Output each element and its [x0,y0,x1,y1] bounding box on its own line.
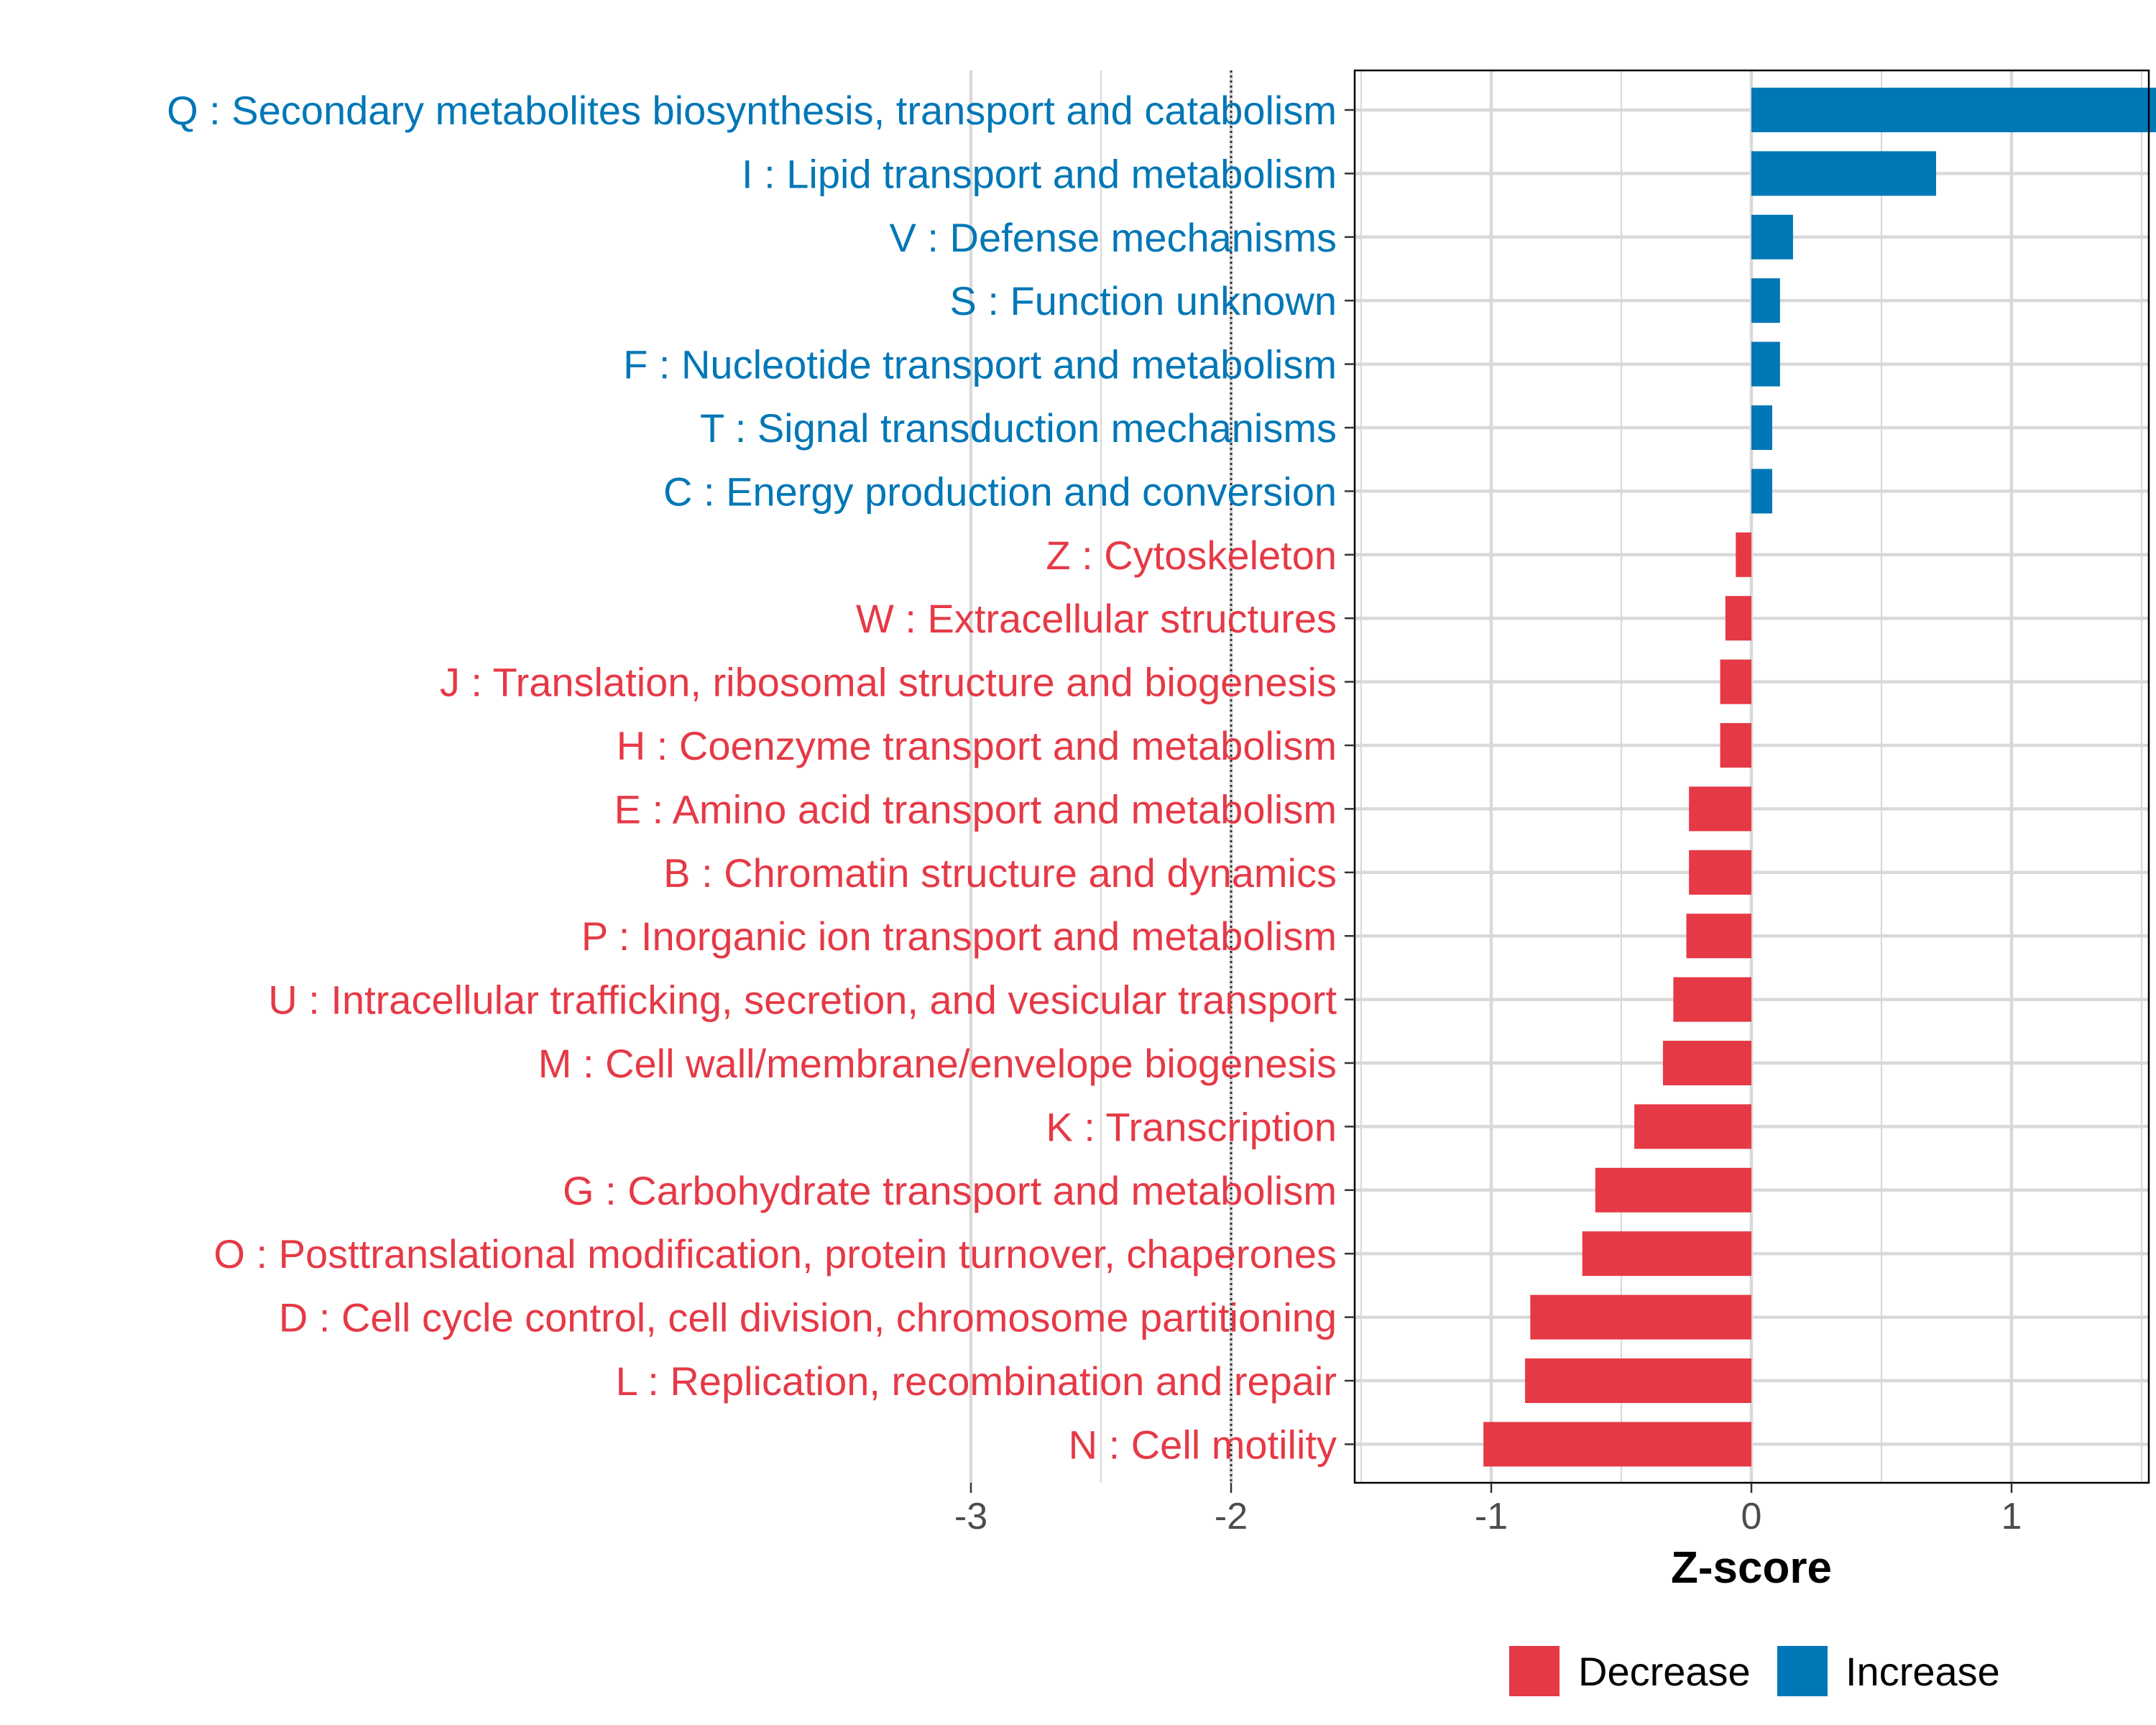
y-tick-label: Q : Secondary metabolites biosynthesis, … [167,88,1337,133]
bar [1751,278,1780,323]
legend-label: Increase [1846,1649,2000,1694]
bar [1736,532,1751,577]
bar [1582,1231,1751,1276]
bar [1725,596,1751,641]
reference-lines [1230,70,1233,1483]
legend-label: Decrease [1578,1649,1751,1694]
legend-swatch [1509,1646,1560,1696]
bar [1751,469,1772,514]
bar [1525,1358,1751,1403]
x-tick-label: -2 [1215,1496,1248,1537]
y-tick-label: E : Amino acid transport and metabolism [614,786,1337,832]
y-tick-label: F : Nucleotide transport and metabolism [623,342,1337,387]
y-tick-label: N : Cell motility [1069,1422,1337,1467]
y-tick-label: S : Function unknown [949,278,1337,323]
x-tick-label: -3 [954,1496,987,1537]
y-tick-label: K : Transcription [1046,1104,1337,1149]
bar [1689,786,1751,832]
bar [1689,850,1751,895]
bar [1751,214,1793,259]
y-tick-label: H : Coenzyme transport and metabolism [617,723,1337,768]
bar [1720,723,1751,768]
x-axis-title: Z-score [1671,1543,1832,1593]
bar [1673,977,1751,1022]
y-tick-label: D : Cell cycle control, cell division, c… [279,1295,1337,1340]
y-tick-label: G : Carbohydrate transport and metabolis… [563,1168,1337,1213]
bar [1751,151,1937,196]
bar [1483,1422,1751,1467]
legend: Decrease Increase [1509,1646,2000,1696]
y-tick-label: V : Defense mechanisms [890,215,1337,260]
y-tick-label: I : Lipid transport and metabolism [742,151,1337,196]
x-tick-label: -1 [1475,1496,1508,1537]
y-tick-label: T : Signal transduction mechanisms [700,405,1337,451]
bar [1530,1294,1751,1340]
y-tick-label: L : Replication, recombination and repai… [616,1358,1337,1404]
bar [1751,88,2156,132]
y-tick-label: C : Energy production and conversion [663,469,1337,514]
y-axis-labels: Q : Secondary metabolites biosynthesis, … [167,88,1337,1467]
bar [1686,914,1751,959]
bar [1751,341,1780,387]
y-tick-label: J : Translation, ribosomal structure and… [440,660,1337,705]
y-tick-label: P : Inorganic ion transport and metaboli… [581,914,1337,959]
x-tick-label: 0 [1741,1496,1762,1537]
y-tick-label: Z : Cytoskeleton [1046,533,1337,578]
y-tick-label: W : Extracellular structures [856,596,1337,641]
bar [1662,1041,1751,1085]
bar [1634,1104,1751,1149]
x-tick-label: 1 [2001,1496,2022,1537]
y-tick-label: U : Intracellular trafficking, secretion… [268,978,1337,1023]
legend-swatch [1777,1646,1828,1696]
y-tick-label: B : Chromatin structure and dynamics [663,850,1337,896]
y-tick-label: M : Cell wall/membrane/envelope biogenes… [538,1041,1337,1086]
x-axis-ticks [969,1483,2013,1493]
bar [1595,1167,1751,1213]
y-tick-label: O : Posttranslational modification, prot… [213,1231,1337,1276]
x-axis-tick-labels: -3-2-10123 [954,1496,2022,1537]
y-axis-ticks [1345,109,1355,1445]
bar [1720,659,1751,704]
bar [1751,405,1772,450]
bars [1483,88,2156,1467]
